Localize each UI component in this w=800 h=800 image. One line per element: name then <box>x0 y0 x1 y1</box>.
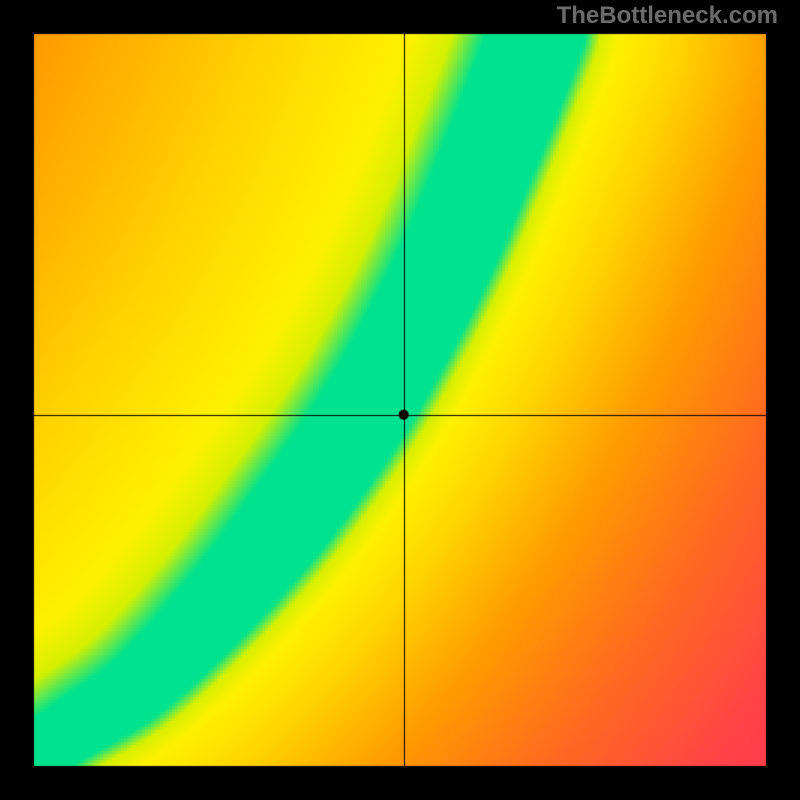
watermark-text: TheBottleneck.com <box>557 2 778 30</box>
chart-container: TheBottleneck.com <box>0 0 800 800</box>
bottleneck-heatmap <box>0 0 800 800</box>
